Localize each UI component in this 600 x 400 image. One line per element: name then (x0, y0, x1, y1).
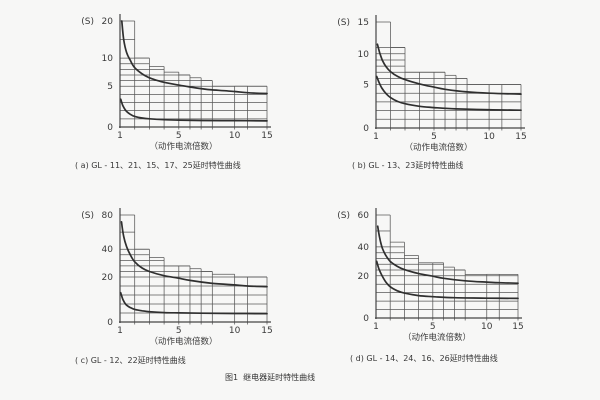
y-unit-label: (S) (337, 18, 350, 28)
y-tick-label: 40 (102, 245, 114, 255)
tolerance-grid (120, 39, 267, 120)
x-tick-label: 1 (373, 132, 379, 142)
x-tick-label: 5 (176, 131, 182, 141)
y-tick-label: 5 (107, 82, 113, 92)
y-tick-label: 40 (358, 243, 370, 253)
chart-d-caption: ( d) GL - 14、24、16、26延时特性曲线 (350, 354, 498, 363)
x-tick-label: 15 (515, 132, 526, 142)
y-unit-label: (S) (81, 17, 94, 27)
x-tick-label: 15 (261, 326, 272, 336)
y-unit-label: (S) (337, 211, 350, 221)
x-tick-label: 5 (430, 322, 436, 332)
x-tick-label: 5 (176, 326, 182, 336)
chart-c-caption: ( c) GL - 12、22延时特性曲线 (75, 356, 186, 365)
chart-a-caption: ( a) GL - 11、21、15、17、25延时特性曲线 (75, 161, 241, 170)
y-tick-label: 0 (107, 318, 113, 328)
x-axis-title: （动作电流倍数） (149, 141, 217, 152)
x-tick-label: 1 (373, 322, 379, 332)
curve-upper-time-limit (376, 43, 522, 95)
curve-lower-time-limit (375, 260, 519, 300)
y-tick-label: 5 (363, 81, 369, 91)
x-tick-label: 15 (261, 131, 272, 141)
y-tick-label: 20 (358, 272, 370, 282)
y-tick-label: 80 (102, 211, 114, 221)
tolerance-steps (120, 214, 268, 325)
curve-lower-time-limit (375, 75, 522, 112)
curve-lower-time-limit (119, 291, 268, 315)
y-tick-label: 10 (102, 54, 114, 64)
curve-upper-time-limit (376, 225, 519, 285)
figure-caption: 图1 继电器延时特性曲线 (225, 373, 316, 382)
curve-lower-time-limit (119, 98, 268, 122)
x-axis-title: （动作电流倍数） (149, 336, 217, 347)
x-tick-label: 10 (229, 131, 241, 141)
curve-upper-time-limit (120, 20, 268, 95)
tolerance-grid (120, 231, 267, 314)
x-tick-label: 5 (431, 132, 437, 142)
x-axis-title: （动作电流倍数） (404, 142, 472, 153)
y-tick-label: 20 (102, 273, 114, 283)
y-tick-label: 20 (102, 17, 114, 27)
x-tick-label: 10 (481, 322, 493, 332)
tolerance-steps (120, 20, 268, 130)
y-tick-label: 60 (358, 211, 370, 221)
y-tick-label: 0 (363, 314, 369, 324)
x-tick-label: 1 (117, 131, 123, 141)
tolerance-steps (376, 214, 519, 321)
x-tick-label: 15 (512, 322, 523, 332)
x-tick-label: 10 (483, 132, 495, 142)
tolerance-grid (376, 230, 518, 310)
x-tick-label: 1 (117, 326, 123, 336)
y-tick-label: 0 (107, 123, 113, 133)
y-tick-label: 0 (363, 124, 369, 134)
curve-upper-time-limit (120, 220, 268, 288)
y-tick-label: 10 (358, 50, 370, 60)
y-tick-label: 15 (358, 18, 369, 28)
y-unit-label: (S) (81, 211, 94, 221)
tolerance-steps (376, 21, 522, 131)
x-axis-title: （动作电流倍数） (403, 332, 471, 343)
x-tick-label: 10 (229, 326, 241, 336)
chart-b-caption: ( b) GL - 13、23延时特性曲线 (352, 161, 464, 170)
